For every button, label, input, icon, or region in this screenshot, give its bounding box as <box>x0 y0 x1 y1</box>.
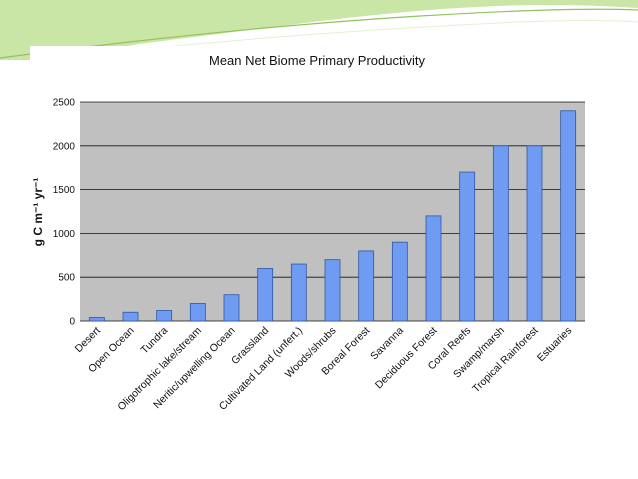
chart-panel: Mean Net Biome Primary Productivity 0 500… <box>30 46 598 446</box>
bar <box>223 294 240 322</box>
bar-chart: Mean Net Biome Primary Productivity 0 500… <box>31 53 585 413</box>
bar <box>156 310 173 322</box>
bar <box>358 250 375 322</box>
bar <box>425 215 442 322</box>
swoosh-line <box>0 8 638 59</box>
bar <box>189 303 206 322</box>
bar <box>560 110 577 322</box>
swoosh-band <box>0 0 638 60</box>
bar <box>122 311 139 322</box>
bar <box>391 241 408 322</box>
bar <box>88 317 105 322</box>
x-tick-label: Tropical Rainforest <box>470 325 541 396</box>
y-tick-label: 0 <box>69 317 75 328</box>
y-axis-label: g C m⁻¹ yr⁻¹ <box>31 178 45 247</box>
bar <box>492 145 509 322</box>
y-tick-label: 500 <box>58 273 75 284</box>
y-tick-label: 1500 <box>53 185 76 196</box>
x-tick-label: Desert <box>73 325 103 355</box>
x-tick-label: Tundra <box>139 325 171 357</box>
chart-title: Mean Net Biome Primary Productivity <box>209 53 426 68</box>
bar <box>290 263 307 322</box>
y-tick-label: 1000 <box>53 229 76 240</box>
x-tick-label: Estuaries <box>535 325 574 364</box>
bar <box>459 171 476 322</box>
bar <box>324 259 341 322</box>
bar <box>257 268 274 322</box>
x-tick-label: Deciduous Forest <box>373 325 440 392</box>
bar <box>526 145 543 322</box>
y-tick-label: 2000 <box>53 141 76 152</box>
y-tick-label: 2500 <box>53 98 76 109</box>
bars <box>88 110 577 322</box>
y-tick-labels: 0 500 1000 1500 2000 2500 <box>53 98 76 328</box>
